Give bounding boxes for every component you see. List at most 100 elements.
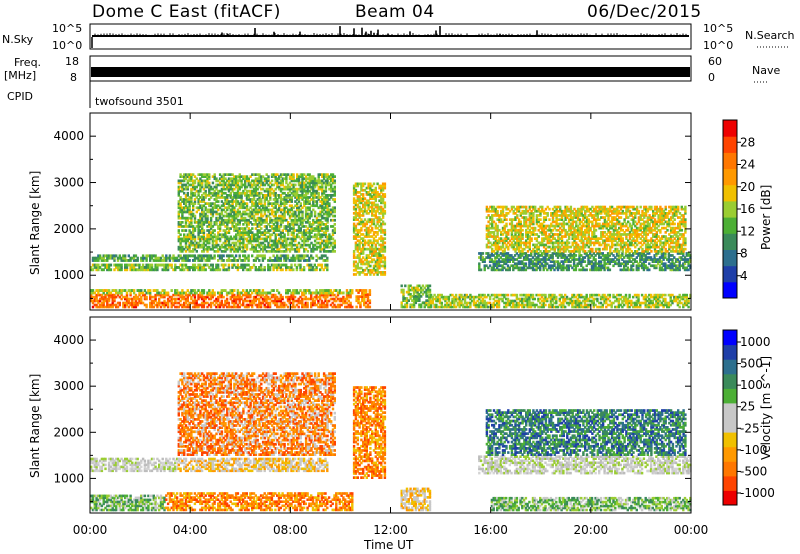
data-cell [212,182,214,185]
freq-label-line1: Freq. [14,56,41,69]
data-cell [145,304,147,307]
data-cell [194,215,196,218]
data-cell [246,202,248,205]
data-cell [205,268,207,271]
data-cell [328,202,330,205]
data-cell [208,173,210,176]
freq-tick-high: 18 [65,55,79,68]
data-cell [516,294,518,297]
data-cell [321,264,323,267]
data-cell [278,292,280,295]
data-cell [145,296,147,299]
freq-tick-low: 8 [70,71,77,84]
data-cell [334,215,336,218]
nsky-label: N.Sky [2,33,34,46]
data-cell [235,254,237,257]
data-cell [294,296,296,299]
data-cell [258,259,260,262]
data-cell [149,289,151,292]
data-cell [137,257,139,260]
data-cell [260,227,262,230]
data-cell [334,198,336,201]
data-cell [369,289,372,292]
data-cell [219,268,221,271]
data-cell [208,182,210,185]
data-cell [371,227,373,230]
data-cell [334,219,336,222]
data-cell [281,268,283,271]
nsearch-tick-low: 10^0 [703,39,733,52]
data-cell [290,264,292,267]
data-cell [179,233,181,236]
data-cell [334,240,336,243]
data-cell [625,294,627,297]
data-cell [271,180,273,183]
freq-label-line2: [MHz] [4,69,36,82]
data-cell [555,296,557,299]
data-cell [365,289,368,292]
data-cell [222,259,224,262]
data-cell [294,184,296,187]
data-cell [326,257,328,260]
data-cell [292,268,294,271]
data-cell [351,306,353,309]
data-cell [239,254,241,257]
data-cell [404,285,406,288]
data-cell [507,294,509,297]
data-cell [637,294,639,297]
data-cell [312,257,314,260]
data-cell [188,259,190,262]
data-cell [226,298,228,301]
data-cell [292,173,294,176]
station-title: Dome C East (fitACF) [92,2,281,22]
data-cell [384,271,386,274]
data-cell [384,237,386,240]
data-cell [247,254,249,257]
data-cell [564,306,566,309]
data-cell [609,294,611,297]
data-cell [214,229,216,232]
data-cell [307,250,309,253]
data-cell [429,285,431,288]
data-cell [221,300,223,303]
data-cell [384,256,386,259]
data-cell [151,264,153,267]
data-cell [181,221,183,224]
data-cell [375,187,377,190]
data-cell [334,223,336,226]
data-cell [281,296,283,299]
data-cell [586,294,588,297]
data-cell [133,289,135,292]
data-cell [264,266,266,269]
nsky-tick-low: 10^0 [52,39,82,52]
data-cell [334,206,336,209]
data-cell [222,254,224,257]
data-cell [272,289,274,292]
date-title: 06/Dec/2015 [587,2,702,22]
data-cell [373,183,375,186]
data-cell [251,227,253,230]
data-cell [233,289,235,292]
data-cell [334,227,336,230]
data-cell [194,236,196,239]
data-cell [171,289,173,292]
data-cell [224,264,226,267]
data-cell [384,242,386,245]
data-cell [298,306,300,309]
data-cell [534,298,536,301]
data-cell [212,264,214,267]
nsky-trace [92,26,689,48]
data-cell [455,294,457,297]
data-cell [264,254,266,257]
data-cell [628,294,630,297]
data-cell [217,264,219,267]
data-cell [185,229,187,232]
data-cell [303,266,305,269]
data-cell [222,296,224,299]
data-cell [334,250,336,253]
data-cell [119,302,121,305]
data-cell [334,186,336,189]
data-cell [326,225,328,228]
data-cell [178,229,180,232]
data-cell [167,292,169,295]
